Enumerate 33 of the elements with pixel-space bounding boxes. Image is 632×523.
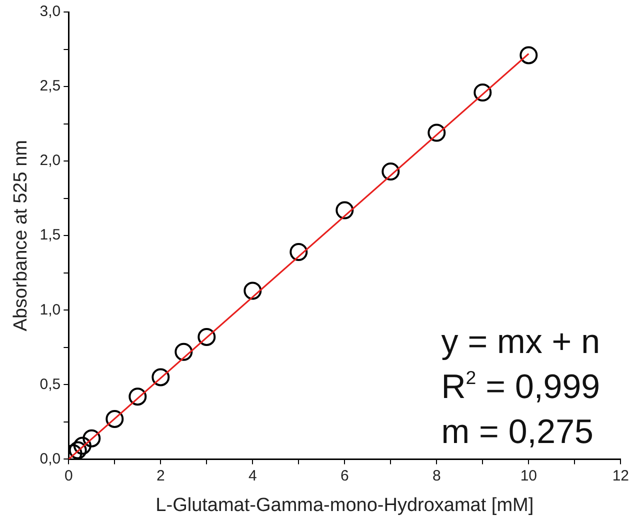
x-tick-label: 8 <box>432 467 441 484</box>
x-tick-label: 2 <box>156 467 165 484</box>
point <box>128 388 147 406</box>
y-axis-title: Absorbance at 525 nm <box>10 140 32 332</box>
annotation: y = mx + n <box>441 323 600 362</box>
point <box>174 342 193 361</box>
point <box>336 201 354 220</box>
y-tick-label: 3,0 <box>40 3 61 20</box>
y-tick-label: 2,0 <box>40 152 61 170</box>
point <box>428 124 446 142</box>
point <box>244 282 262 300</box>
x-tick-label: 12 <box>612 467 629 484</box>
point <box>152 368 170 386</box>
point <box>73 436 92 455</box>
y-tick-label: 1,5 <box>40 226 61 244</box>
point <box>474 83 492 102</box>
point <box>290 243 308 261</box>
y-tick-label: 2,5 <box>40 78 61 95</box>
x-tick-label: 0 <box>64 467 73 484</box>
y-tick-label: 1,0 <box>40 301 61 318</box>
y-tick-label: 0,5 <box>40 376 61 393</box>
point <box>68 441 87 460</box>
x-tick-label: 10 <box>520 467 537 484</box>
x-tick-label: 4 <box>248 467 257 484</box>
point <box>382 162 400 180</box>
point <box>198 328 216 346</box>
point <box>106 410 124 428</box>
x-tick-label: 6 <box>340 467 349 484</box>
point <box>82 429 101 448</box>
x-axis-title: L-Glutamat-Gamma-mono-Hydroxamat [mM] <box>156 494 534 516</box>
annotation: m = 0,275 <box>441 413 594 452</box>
y-tick-label: 0,0 <box>40 450 61 468</box>
point <box>520 46 538 64</box>
